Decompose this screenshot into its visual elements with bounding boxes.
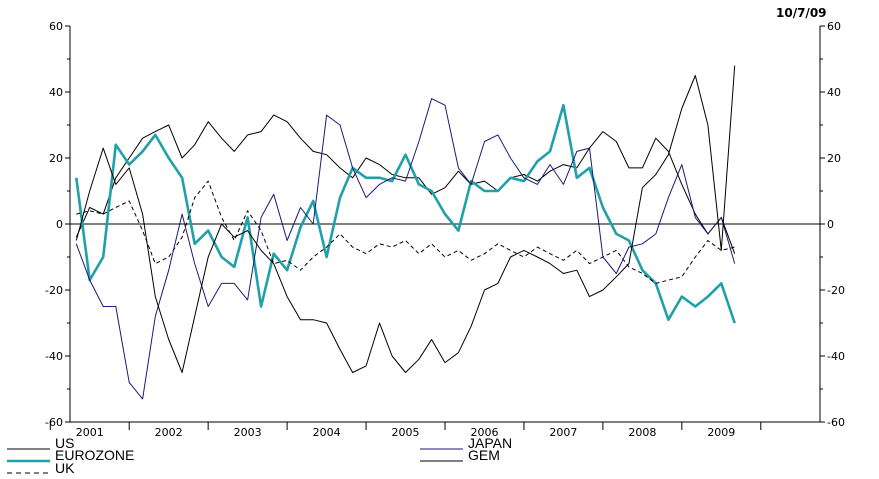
y-tick-label-right: -60: [827, 416, 845, 429]
series-layer: [75, 65, 736, 400]
series-line-uk: [76, 180, 735, 284]
y-tick-label-left: -60: [45, 416, 63, 429]
y-tick-label-right: 60: [827, 20, 841, 33]
legend-label-us: US: [55, 435, 74, 451]
x-tick-label: 2007: [549, 426, 577, 439]
y-tick-label-left: 60: [49, 20, 63, 33]
y-tick-label-right: 0: [827, 218, 834, 231]
legend-label-eurozone: EUROZONE: [55, 447, 134, 463]
x-tick-label: 2005: [392, 426, 420, 439]
series-line-us: [75, 114, 736, 254]
legend-label-gem: GEM: [468, 447, 500, 463]
x-tick-label: 2009: [707, 426, 735, 439]
x-tick-label: 2004: [313, 426, 341, 439]
y-tick-label-left: 0: [56, 218, 63, 231]
date-label: 10/7/09: [776, 6, 827, 20]
x-tick-label: 2001: [76, 426, 104, 439]
y-tick-label-left: 20: [49, 152, 63, 165]
x-tick-label: 2006: [470, 426, 498, 439]
axes: 60 60 40 40 20 20 0 0 -20 -20 -40 -40 -60 -60 2001 2002…: [45, 20, 845, 439]
series-line-eurozone: [75, 103, 736, 324]
series-line-gem: [75, 65, 736, 373]
legend-label-japan: JAPAN: [468, 435, 512, 451]
x-tick-label: 2002: [155, 426, 183, 439]
y-tick-label-right: -20: [827, 284, 845, 297]
y-tick-label-right: 40: [827, 86, 841, 99]
series-line-japan: [75, 98, 736, 400]
y-tick-label-left: -20: [45, 284, 63, 297]
y-tick-label-left: -40: [45, 350, 63, 363]
legend-label-uk: UK: [55, 460, 75, 476]
x-tick-label: 2003: [234, 426, 262, 439]
y-tick-label-right: -40: [827, 350, 845, 363]
y-tick-label-right: 20: [827, 152, 841, 165]
x-tick-label: 2008: [628, 426, 656, 439]
y-tick-label-left: 40: [49, 86, 63, 99]
